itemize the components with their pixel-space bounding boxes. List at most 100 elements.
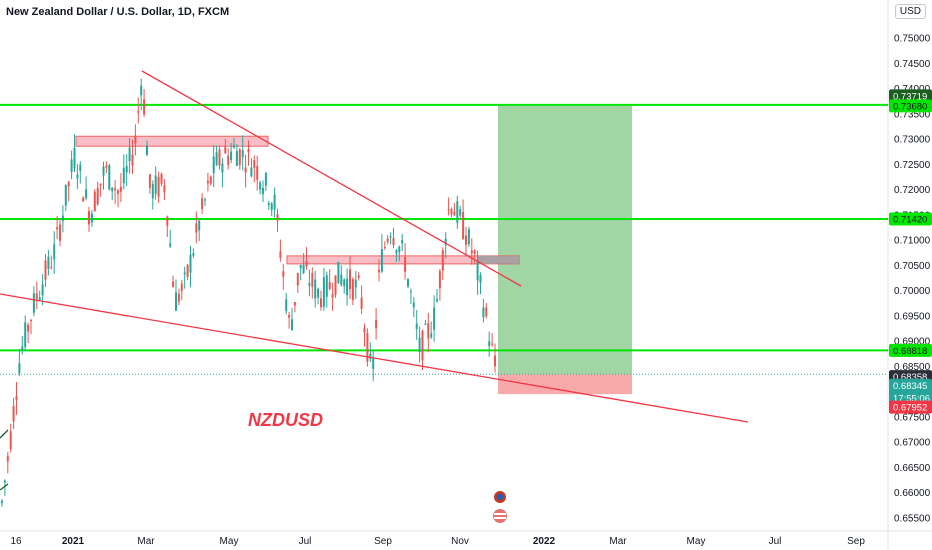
candle-body — [227, 155, 230, 165]
candle-body — [235, 151, 238, 166]
candle-body — [264, 173, 267, 186]
candle-body — [467, 229, 470, 245]
candle-body — [433, 307, 436, 330]
stop-zone — [498, 374, 632, 395]
candle-body — [105, 165, 108, 168]
price-badge-label: 0.68345 — [893, 381, 927, 392]
candle-body — [122, 167, 125, 184]
y-tick-label: 0.66000 — [894, 488, 931, 499]
y-tick-label: 0.75000 — [894, 34, 931, 45]
candle-body — [441, 250, 444, 271]
flag-event-icon — [493, 509, 507, 523]
price-badge-label: 0.67952 — [893, 403, 927, 414]
candle-body — [322, 277, 325, 307]
x-tick-label: 2022 — [533, 536, 556, 547]
candle-body — [288, 315, 291, 318]
price-badge — [889, 89, 932, 103]
candle-body — [386, 238, 389, 242]
candle-body — [398, 246, 401, 253]
candle-body — [85, 189, 88, 199]
candle-body — [157, 176, 160, 197]
candle-body — [328, 281, 331, 290]
x-tick-label: Sep — [374, 536, 392, 547]
candle-body — [450, 209, 453, 215]
candle-body — [285, 299, 288, 312]
y-tick-label: 0.72500 — [894, 160, 931, 171]
candle-body — [247, 148, 250, 152]
candle-body — [282, 271, 285, 277]
candle-body — [337, 262, 340, 284]
price-badge-label: 0.73719 — [893, 91, 927, 102]
candle-body — [1, 500, 3, 504]
candle-body — [392, 238, 395, 246]
candle-body — [96, 187, 99, 205]
candle-body — [250, 167, 253, 177]
candle-body — [119, 186, 122, 192]
x-tick-label: Sep — [847, 536, 865, 547]
candle-body — [380, 249, 383, 272]
candle-body — [349, 269, 351, 290]
candle-body — [273, 194, 276, 210]
candle-body — [195, 223, 198, 233]
candle-body — [253, 159, 256, 168]
price-badge — [889, 212, 932, 226]
currency-selector[interactable]: USD — [894, 4, 926, 19]
x-tick-label: May — [687, 536, 706, 547]
x-tick-label: Mar — [609, 536, 627, 547]
candle-body — [172, 281, 175, 288]
candle-body — [354, 279, 357, 288]
candle-body — [485, 307, 488, 317]
candle-body — [183, 272, 186, 275]
candle-body — [131, 154, 134, 166]
candle-body — [476, 260, 479, 281]
descending-trendline — [141, 70, 522, 287]
y-tick-label: 0.70000 — [894, 286, 931, 297]
price-badge — [889, 400, 932, 414]
candle-body — [479, 275, 482, 283]
candle-body — [93, 191, 96, 212]
candle-body — [325, 275, 328, 297]
y-tick-label: 0.67500 — [894, 412, 931, 423]
candle-body — [111, 187, 114, 192]
candle-body — [299, 265, 302, 269]
candle-body — [82, 197, 85, 202]
candle-body — [470, 250, 473, 254]
candle-body — [160, 173, 163, 184]
candle-body — [308, 283, 311, 286]
candle-body — [50, 266, 53, 268]
candle-body — [21, 346, 24, 351]
candle-body — [366, 333, 369, 362]
candle-body — [125, 166, 128, 173]
y-tick-label: 0.66500 — [894, 463, 931, 474]
candle-body — [314, 279, 317, 299]
flag-stripe — [494, 513, 506, 515]
target-zone — [498, 104, 632, 375]
candle-body — [201, 198, 204, 209]
x-tick-label: May — [220, 536, 239, 547]
y-tick-label: 0.65500 — [894, 513, 931, 524]
candle-body — [189, 254, 192, 273]
candle-body — [114, 188, 117, 191]
candle-body — [279, 251, 282, 258]
price-badge-label: 0.71420 — [893, 215, 927, 226]
price-badge — [889, 99, 932, 113]
candle-body — [401, 240, 404, 244]
y-tick-label: 0.73500 — [894, 109, 931, 120]
candle-body — [24, 322, 27, 348]
candle-body — [148, 174, 151, 188]
candle-body — [238, 149, 241, 166]
candle-body — [346, 278, 349, 296]
candle-body — [99, 183, 102, 186]
candle-body — [488, 341, 491, 347]
candle-body — [70, 159, 73, 173]
symbol-annotation: NZDUSD — [248, 410, 323, 430]
candle-body — [143, 99, 146, 115]
candle-body — [404, 256, 407, 272]
flag-stripe — [494, 517, 506, 519]
candle-body — [27, 324, 30, 332]
candles — [1, 78, 496, 507]
candle-body — [357, 275, 360, 278]
candle-body — [90, 213, 93, 223]
